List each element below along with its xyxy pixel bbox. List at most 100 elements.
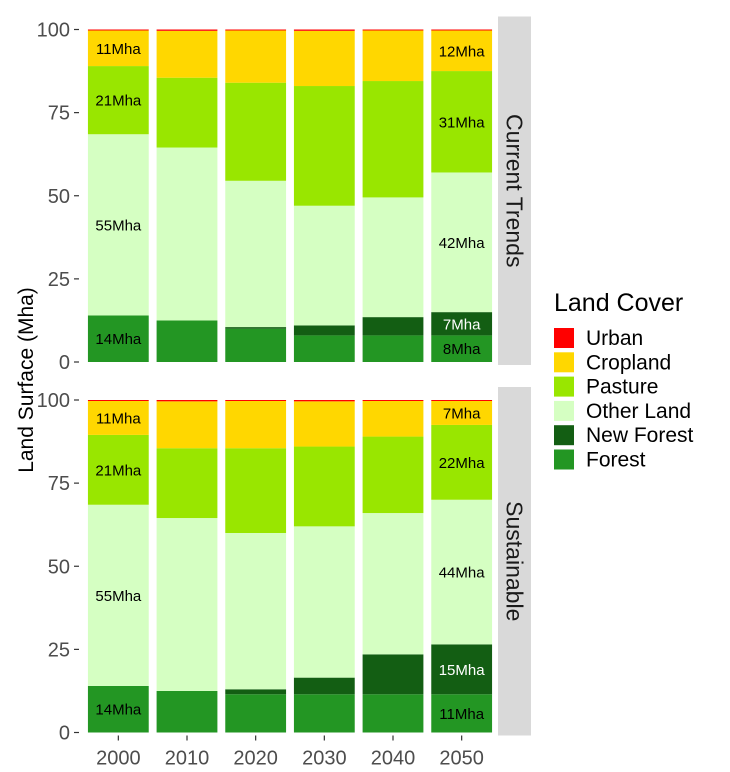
legend-key-cropland (554, 352, 574, 373)
bar-forest-2050 (431, 335, 493, 362)
bar-cropland-2050 (431, 400, 493, 425)
legend-key-new-forest (554, 425, 574, 446)
bar-forest-2050 (431, 694, 493, 733)
bar-urban-2050 (431, 400, 493, 401)
bar-value-label: 7Mha (443, 405, 481, 422)
bar-value-label: 11Mha (439, 706, 484, 723)
legend-label-pasture: Pasture (586, 376, 658, 399)
bar-new-forest-2020 (225, 327, 287, 329)
bar-cropland-2020 (225, 30, 287, 83)
bar-value-label: 7Mha (443, 316, 481, 333)
y-tick-label: 25 (48, 269, 70, 291)
panel-current-trends: 0 25 50 75 100 14Mha 55Mha 21Mha 11Mha 8Mha 7Mha 42… (37, 16, 531, 374)
bar-pasture-2030 (293, 446, 355, 527)
bar-forest-2010 (156, 690, 218, 733)
bar-new-forest-2040 (362, 317, 424, 336)
bar-new-forest-2040 (362, 654, 424, 695)
bar-urban-2010 (156, 29, 218, 31)
bar-urban-2020 (225, 400, 287, 401)
y-tick-label: 0 (59, 723, 70, 745)
bar-forest-2020 (225, 694, 287, 733)
bar-urban-2030 (293, 400, 355, 402)
legend-key-other-land (554, 400, 574, 421)
bar-cropland-2030 (293, 401, 355, 447)
bar-forest-2030 (293, 335, 355, 362)
bar-pasture-2000 (87, 434, 149, 505)
bar-value-label: 22Mha (439, 455, 486, 472)
bar-pasture-2050 (431, 424, 493, 500)
strip-sustainable (498, 387, 531, 736)
bar-value-label: 8Mha (443, 341, 481, 358)
y-tick-label: 50 (48, 186, 70, 208)
legend-label-forest: Forest (586, 449, 646, 472)
bar-forest-2020 (225, 328, 287, 362)
x-tick-label: 2050 (439, 748, 484, 770)
bar-pasture-2020 (225, 448, 287, 533)
bar-value-label: 42Mha (439, 235, 486, 252)
bar-urban-2020 (225, 29, 287, 31)
bar-forest-2040 (362, 694, 424, 733)
bar-value-label: 44Mha (439, 565, 486, 582)
bar-urban-2000 (87, 29, 149, 31)
bar-cropland-2040 (362, 400, 424, 437)
y-tick-label: 100 (37, 390, 70, 412)
y-tick-label: 100 (37, 20, 70, 42)
bar-pasture-2000 (87, 66, 149, 135)
bar-value-label: 11Mha (96, 410, 141, 427)
x-tick-label: 2030 (302, 748, 347, 770)
bar-value-label: 55Mha (95, 588, 142, 605)
bar-cropland-2000 (87, 400, 149, 435)
bar-other-land-2010 (156, 518, 218, 691)
bar-cropland-2040 (362, 30, 424, 82)
y-tick-label: 50 (48, 556, 70, 578)
y-tick-label: 0 (59, 352, 70, 374)
legend-label-new-forest: New Forest (586, 424, 694, 447)
bar-new-forest-2030 (293, 325, 355, 336)
bar-value-label: 14Mha (95, 702, 142, 719)
bar-value-label: 11Mha (96, 41, 141, 58)
bar-value-label: 15Mha (439, 662, 486, 679)
bar-forest-2000 (87, 685, 149, 733)
bar-other-land-2010 (156, 147, 218, 321)
bar-other-land-2000 (87, 134, 149, 316)
bar-other-land-2030 (293, 526, 355, 678)
bar-cropland-2010 (156, 401, 218, 449)
bar-cropland-2050 (431, 30, 493, 72)
strip-label: Sustainable (502, 501, 528, 621)
strip-current-trends (498, 16, 531, 365)
bar-pasture-2010 (156, 448, 218, 519)
bar-new-forest-2030 (293, 677, 355, 695)
y-tick-label: 75 (48, 103, 70, 125)
bar-urban-2040 (362, 29, 424, 31)
legend-key-pasture (554, 376, 574, 397)
bar-cropland-2010 (156, 30, 218, 78)
bar-urban-2030 (293, 29, 355, 31)
panel-sustainable: 0 25 50 75 100 14Mha 55Mha 21Mha 11Mha 11Mha 15Mha… (37, 387, 531, 745)
bar-pasture-2030 (293, 86, 355, 206)
legend-key-forest (554, 449, 574, 470)
bar-value-label: 55Mha (95, 217, 142, 234)
bar-new-forest-2050 (431, 644, 493, 695)
bar-new-forest-2050 (431, 312, 493, 336)
bar-value-label: 12Mha (439, 43, 486, 60)
bar-cropland-2000 (87, 30, 149, 67)
legend-label-urban: Urban (586, 327, 643, 350)
y-tick-label: 25 (48, 639, 70, 661)
bar-forest-2000 (87, 315, 149, 362)
bar-urban-2010 (156, 400, 218, 402)
x-axis: 2000 2010 2020 2030 2040 2050 (96, 735, 484, 770)
bar-other-land-2000 (87, 504, 149, 686)
bar-other-land-2020 (225, 180, 287, 328)
x-tick-label: 2010 (165, 748, 210, 770)
strip-label: Current Trends (502, 114, 528, 267)
legend-title: Land Cover (554, 289, 683, 317)
bar-other-land-2050 (431, 499, 493, 645)
bar-pasture-2040 (362, 81, 424, 198)
bar-other-land-2020 (225, 533, 287, 690)
bar-urban-2000 (87, 400, 149, 401)
bar-pasture-2050 (431, 71, 493, 173)
legend-label-other-land: Other Land (586, 400, 691, 423)
bar-value-label: 21Mha (95, 462, 142, 479)
